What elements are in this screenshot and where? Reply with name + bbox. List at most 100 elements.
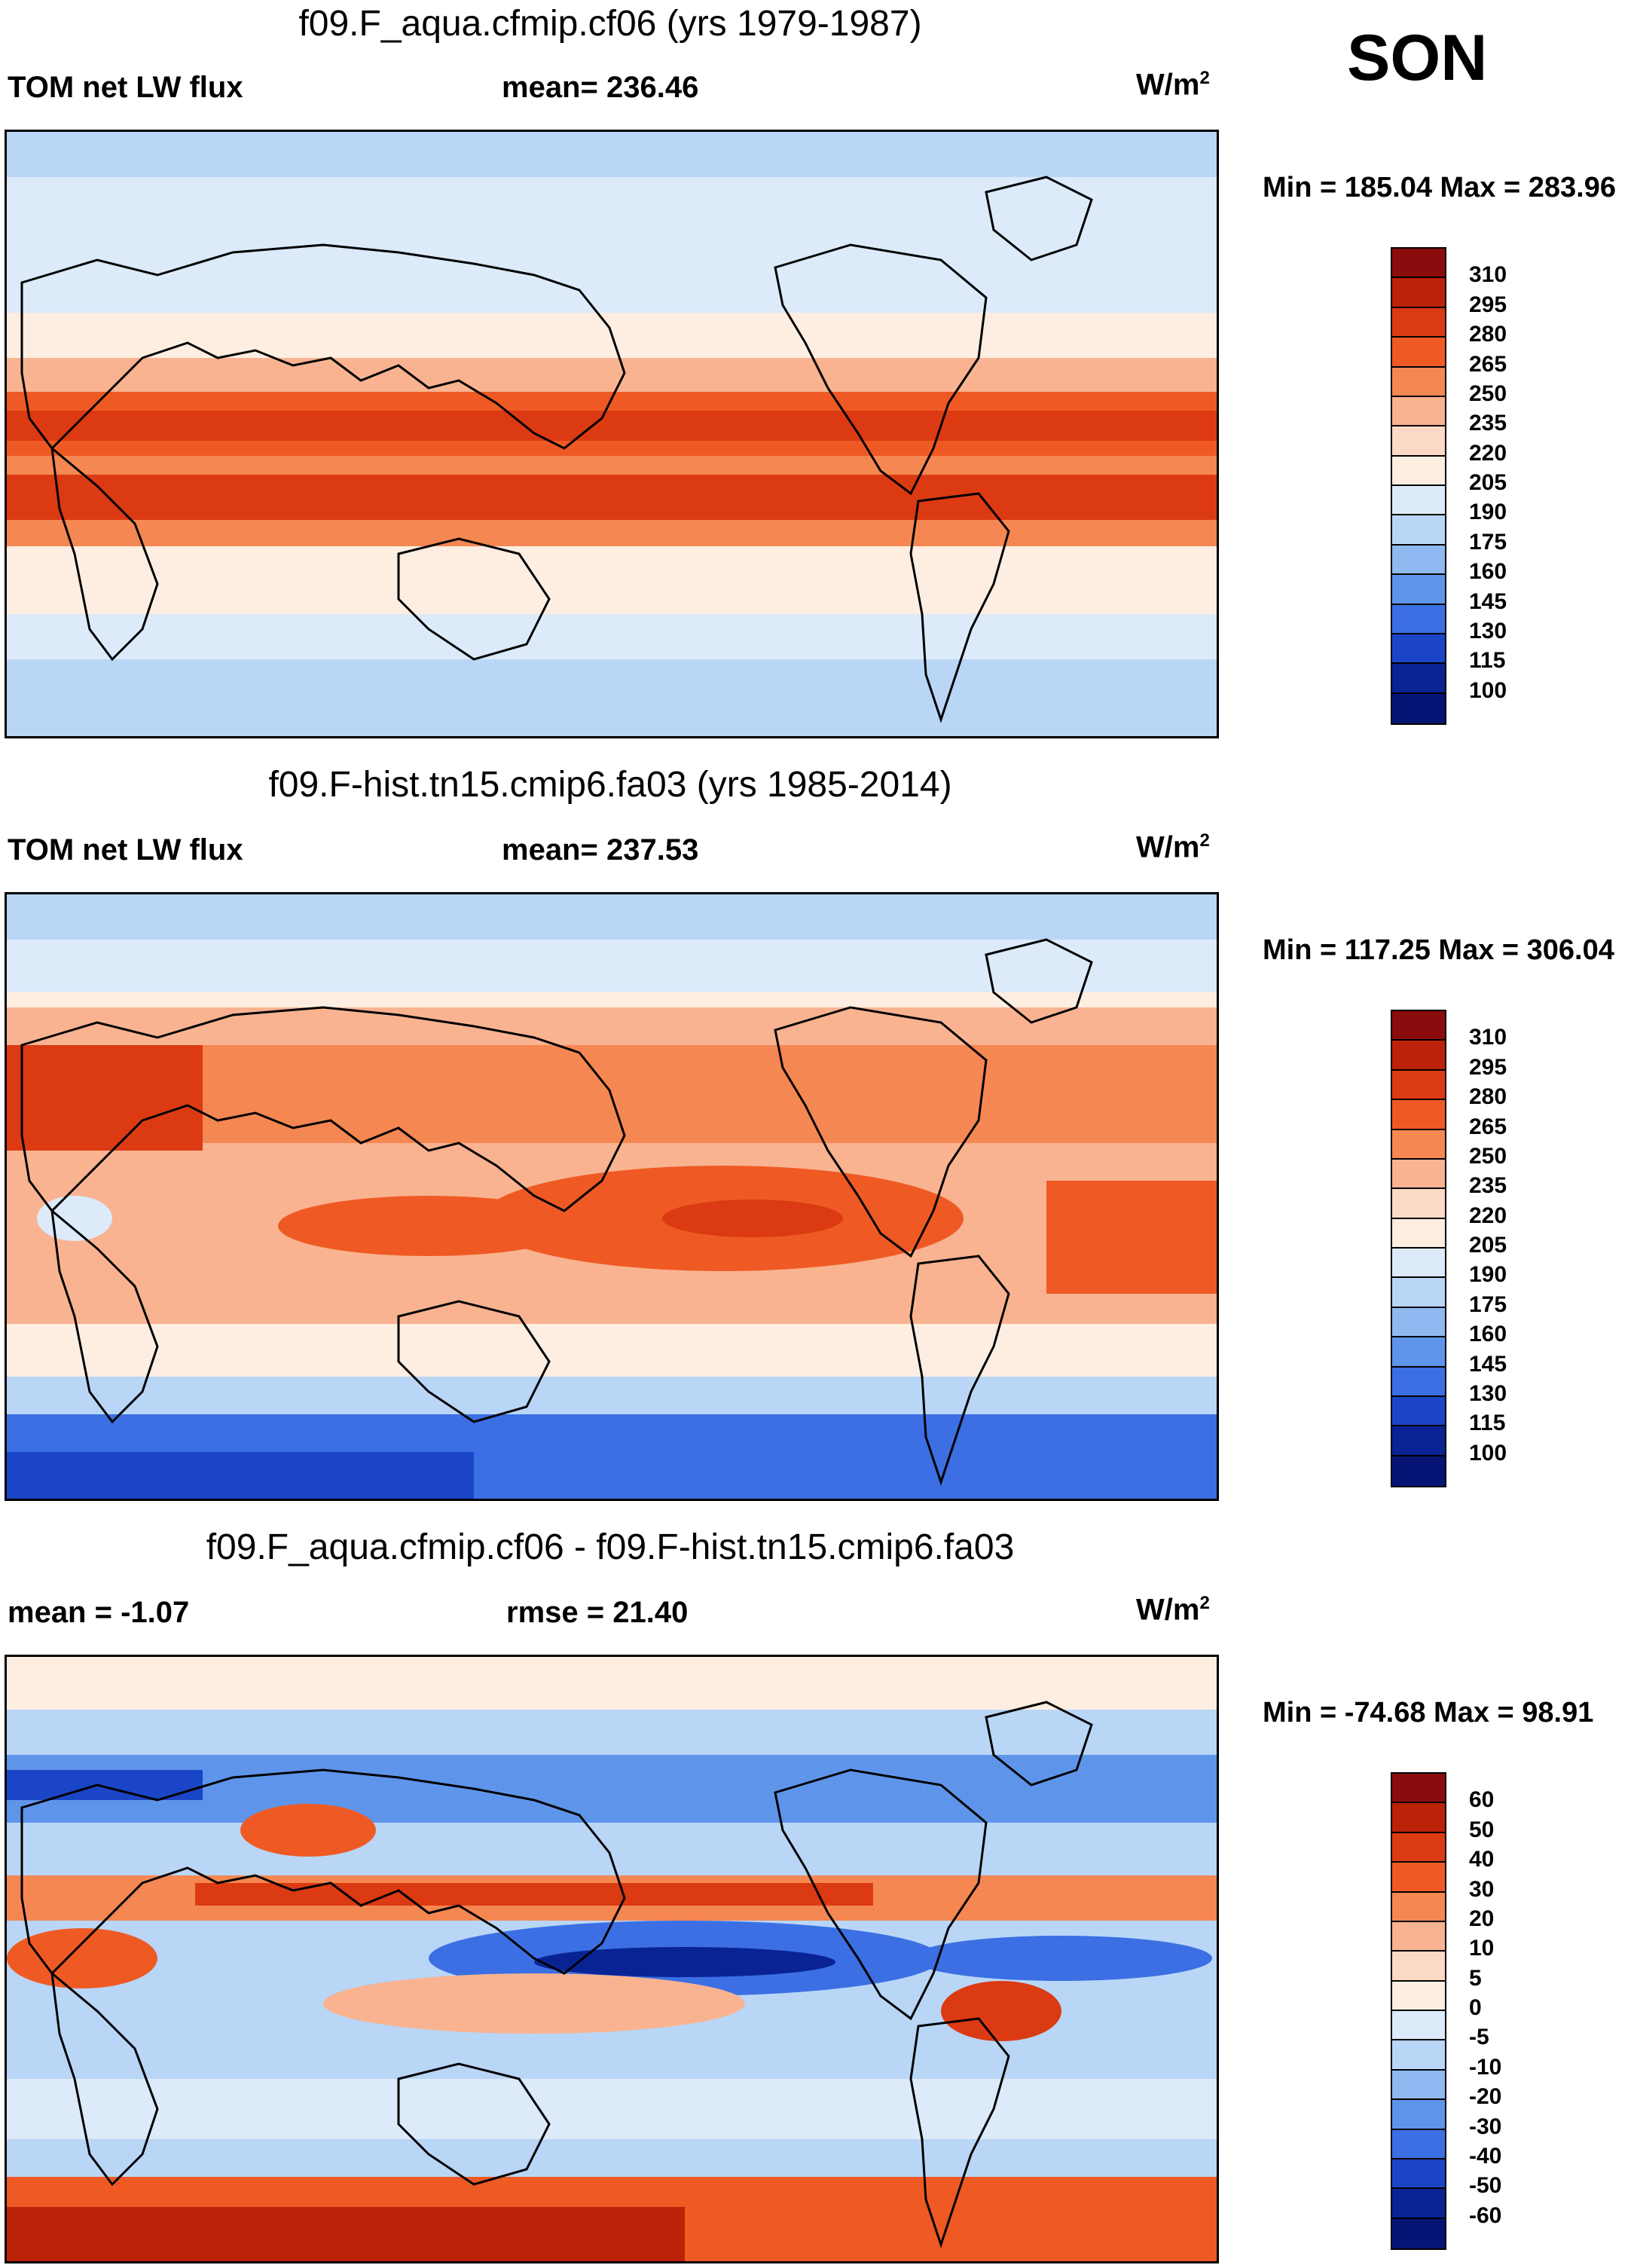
panel-1-units-sup: 2 [1199,68,1210,88]
colorbar-3-tick-label: 0 [1469,1995,1482,2020]
colorbar-2-segment [1392,1100,1445,1130]
colorbar-2-segment [1392,1396,1445,1427]
p1-band-tropics-s-core [7,475,1217,520]
panel-2-colorbar-labels: 310 295 280 265 250 235 220 205 190 175 160 145 130 1… [1469,1010,1559,1487]
colorbar-1-segment [1392,604,1445,634]
panel-3-map [5,1655,1219,2263]
colorbar-1-segment [1392,634,1445,665]
panel-2-mean-label: mean= 237.53 [502,833,699,867]
colorbar-1-tick-label: 160 [1469,559,1507,585]
colorbar-3-tick-label: -30 [1469,2114,1502,2139]
p1-band-highlat-n [7,177,1217,320]
colorbar-1-segment [1392,456,1445,486]
p2-band-highlat-n [7,940,1217,992]
colorbar-2-segment [1392,1159,1445,1190]
panel-2-colorbar [1391,1010,1446,1487]
panel-1-mean-label: mean= 236.46 [502,71,699,104]
p3-europe-cold [7,1770,203,1800]
colorbar-3-segment [1392,1981,1445,2011]
colorbar-1-segment [1392,486,1445,516]
colorbar-3-segment [1392,1892,1445,1922]
colorbar-1-tick-label: 130 [1469,618,1507,643]
colorbar-2-segment [1392,1367,1445,1397]
colorbar-3-segment [1392,2218,1445,2248]
colorbar-1-segment [1392,575,1445,605]
panel-1-map [5,130,1219,738]
colorbar-2-tick-label: 145 [1469,1351,1507,1377]
colorbar-3-segment [1392,2159,1445,2190]
p1-band-tropics-n-core [7,411,1217,441]
colorbar-2-tick-label: 100 [1469,1440,1507,1466]
colorbar-1-tick-label: 265 [1469,351,1507,377]
colorbar-3-segment [1392,2011,1445,2041]
p3-band-arctic [7,1657,1217,1710]
panel-2-map-svg [7,894,1217,1499]
panel-3-minmax: Min = -74.68 Max = 98.91 [1263,1697,1594,1729]
colorbar-1-segment [1392,307,1445,338]
colorbar-2-tick-label: 235 [1469,1173,1507,1199]
colorbar-1-tick-label: 310 [1469,262,1507,288]
colorbar-1-segment [1392,664,1445,694]
p3-spcz-warm [323,1973,745,2034]
panel-1-colorbar [1391,247,1446,725]
panel-1-units: W/m2 [1136,68,1210,102]
p1-band-subtrop-s [7,520,1217,546]
colorbar-3-segment [1392,2070,1445,2101]
panel-2-units-sup: 2 [1199,830,1210,851]
p1-band-equator [7,456,1217,475]
p2-pacific-core [662,1200,843,1237]
panel-1-title: f09.F_aqua.cfmip.cf06 (yrs 1979-1987) [298,4,922,44]
colorbar-1-segment [1392,515,1445,546]
p1-coastlines [20,176,1093,723]
colorbar-2-tick-label: 280 [1469,1084,1507,1110]
panel-3-colorbar [1391,1772,1446,2250]
colorbar-2-tick-label: 160 [1469,1322,1507,1347]
panel-2-map [5,892,1219,1501]
p3-south-america-warm [941,1981,1061,2041]
panel-3-units: W/m2 [1136,1593,1210,1627]
panel-2-title: f09.F-hist.tn15.cmip6.fa03 (yrs 1985-201… [268,765,952,805]
panel-2-units-text: W/m [1136,830,1200,864]
colorbar-3-tick-label: 60 [1469,1787,1495,1813]
colorbar-1-tick-label: 205 [1469,470,1507,495]
colorbar-2-segment [1392,1011,1445,1041]
colorbar-1-segment [1392,249,1445,279]
colorbar-1-segment [1392,338,1445,368]
colorbar-3-tick-label: -5 [1469,2025,1489,2050]
colorbar-2-segment [1392,1307,1445,1338]
colorbar-1-tick-label: 250 [1469,381,1507,406]
colorbar-3-tick-label: 5 [1469,1965,1482,1991]
colorbar-3-tick-label: 40 [1469,1847,1495,1872]
colorbar-1-segment [1392,396,1445,427]
colorbar-1-segment [1392,426,1445,457]
p1-band-highlat-s [7,614,1217,659]
colorbar-3-segment [1392,1774,1445,1804]
colorbar-1-segment [1392,278,1445,308]
colorbar-1-tick-label: 145 [1469,588,1507,614]
colorbar-3-tick-label: -40 [1469,2143,1502,2169]
colorbar-1-tick-label: 175 [1469,529,1507,555]
colorbar-1-segment [1392,693,1445,723]
p2-sahara [7,1045,203,1151]
colorbar-3-tick-label: -60 [1469,2202,1502,2228]
panel-2-minmax: Min = 117.25 Max = 306.04 [1263,934,1614,966]
p3-tibet-warm [240,1804,376,1857]
colorbar-2-tick-label: 175 [1469,1291,1507,1317]
colorbar-1-tick-label: 235 [1469,411,1507,436]
colorbar-3-segment [1392,2100,1445,2130]
panel-3-units-sup: 2 [1199,1593,1210,1613]
p2-atlantic-south [1046,1181,1217,1294]
colorbar-1-tick-label: 100 [1469,677,1507,703]
colorbar-3-segment [1392,1803,1445,1833]
p3-atlantic-cold [911,1936,1212,1981]
colorbar-2-tick-label: 130 [1469,1380,1507,1406]
colorbar-3-tick-label: 20 [1469,1906,1495,1931]
p1-band-subtrop-n [7,358,1217,396]
p3-band-midlat-s [7,2079,1217,2139]
colorbar-3-tick-label: -20 [1469,2084,1502,2110]
panel-3-map-svg [7,1657,1217,2261]
colorbar-1-tick-label: 280 [1469,322,1507,347]
p2-coastlines [20,938,1093,1486]
colorbar-2-segment [1392,1426,1445,1456]
colorbar-3-tick-label: 50 [1469,1817,1495,1842]
